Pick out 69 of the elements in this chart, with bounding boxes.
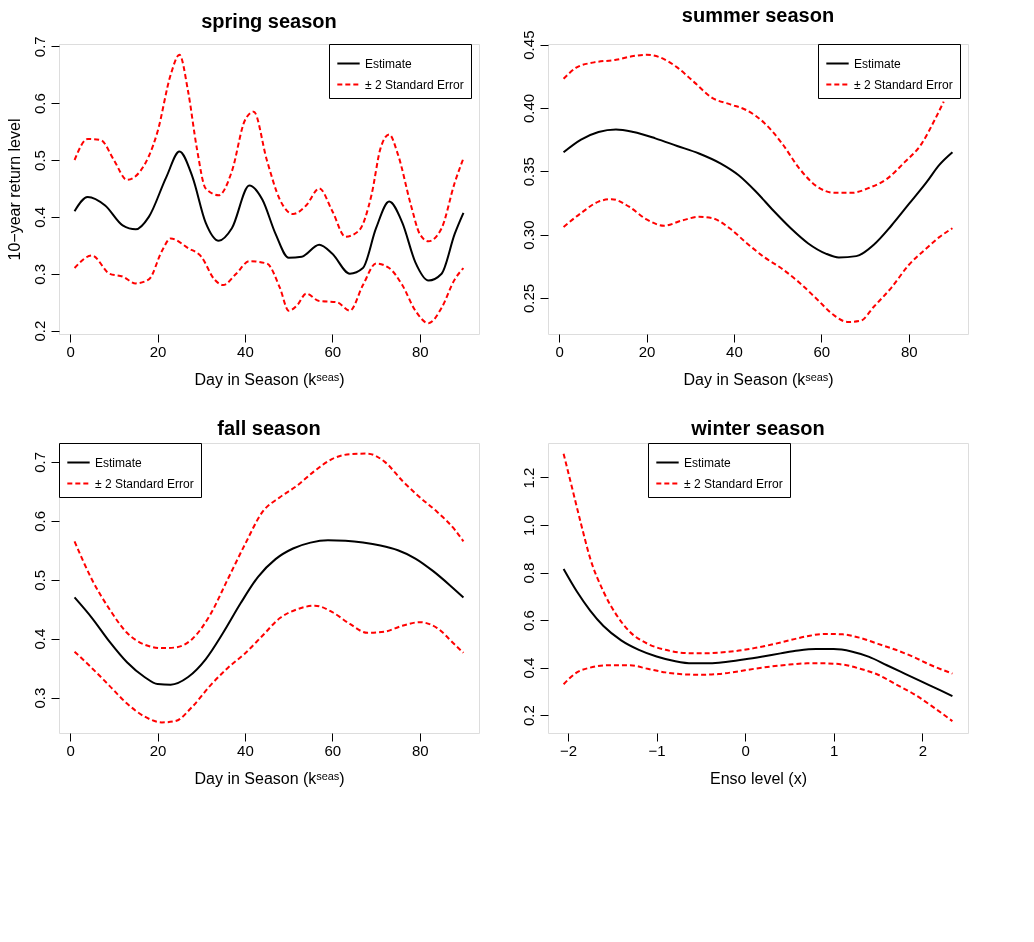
y-tick-label: 1.2 [519, 467, 537, 489]
chart-title: fall season [217, 416, 321, 439]
x-tick-label: 2 [918, 741, 927, 759]
x-tick-label: 20 [149, 741, 167, 759]
line-series [562, 662, 954, 723]
x-tick-label: 40 [237, 741, 254, 759]
x-tick-label: 0 [741, 741, 750, 759]
legend-label: ± 2 Standard Error [684, 476, 783, 491]
y-tick-label: 0.6 [519, 610, 537, 632]
x-tick-label: 0 [66, 342, 75, 360]
legend-label: ± 2 Standard Error [95, 476, 194, 491]
line-series [73, 237, 465, 325]
x-tick-label: 1 [830, 741, 839, 759]
y-tick-label: 0.6 [30, 93, 48, 115]
y-tick-label: 0.2 [519, 705, 537, 727]
line-series [73, 53, 465, 243]
x-tick-label: 20 [638, 342, 656, 360]
chart-title: winter season [690, 416, 825, 439]
x-axis-title: Day in Season (kˢᵉᵃˢ) [194, 769, 345, 787]
x-tick-label: 60 [324, 741, 342, 759]
chart-title: summer season [681, 4, 835, 27]
y-tick-label: 0.7 [30, 36, 48, 58]
y-tick-label: 0.7 [30, 451, 48, 473]
x-axis-title: Enso level (x) [710, 769, 807, 787]
y-tick-label: 0.4 [30, 628, 48, 650]
y-tick-label: 0.5 [30, 150, 48, 171]
line-series [562, 567, 954, 698]
x-tick-label: 0 [555, 342, 564, 360]
line-series [562, 198, 954, 323]
y-tick-label: 0.5 [30, 569, 48, 591]
x-axis-title: Day in Season (kˢᵉᵃˢ) [683, 370, 834, 388]
x-tick-label: 40 [237, 342, 254, 360]
y-tick-label: 0.40 [519, 93, 537, 124]
y-tick-label: 0.25 [519, 283, 537, 314]
x-tick-label: 40 [726, 342, 743, 360]
y-tick-label: 0.2 [30, 320, 48, 342]
line-series [73, 452, 465, 650]
y-tick-label: 0.8 [519, 562, 537, 584]
y-axis-title: 10−year return level [5, 118, 23, 261]
y-tick-label: 0.4 [519, 657, 537, 679]
chart-title: spring season [201, 9, 337, 32]
legend-label: ± 2 Standard Error [365, 77, 464, 92]
line-series [73, 539, 465, 686]
line-series [562, 128, 954, 259]
y-tick-label: 0.6 [30, 510, 48, 532]
x-tick-label: 80 [900, 342, 918, 360]
x-tick-label: 20 [149, 342, 167, 360]
x-tick-label: −2 [559, 741, 578, 759]
x-tick-label: 0 [66, 741, 75, 759]
legend-label: Estimate [854, 56, 902, 71]
y-tick-label: 0.35 [519, 157, 537, 187]
line-series [73, 150, 465, 282]
legend-label: Estimate [684, 455, 732, 470]
legend-label: Estimate [365, 56, 413, 71]
x-tick-label: 80 [411, 342, 429, 360]
x-tick-label: 60 [324, 342, 342, 360]
x-tick-label: −1 [648, 741, 666, 759]
line-series [73, 604, 465, 724]
y-tick-label: 0.4 [30, 206, 48, 228]
x-tick-label: 60 [813, 342, 831, 360]
y-tick-label: 0.30 [519, 220, 537, 250]
x-tick-label: 80 [411, 741, 429, 759]
y-tick-label: 1.0 [519, 515, 537, 536]
legend-label: ± 2 Standard Error [854, 77, 953, 92]
y-tick-label: 0.3 [30, 263, 48, 285]
x-axis-title: Day in Season (kˢᵉᵃˢ) [194, 370, 345, 388]
y-tick-label: 0.3 [30, 687, 48, 709]
y-tick-label: 0.45 [519, 30, 537, 60]
legend-label: Estimate [95, 455, 143, 470]
